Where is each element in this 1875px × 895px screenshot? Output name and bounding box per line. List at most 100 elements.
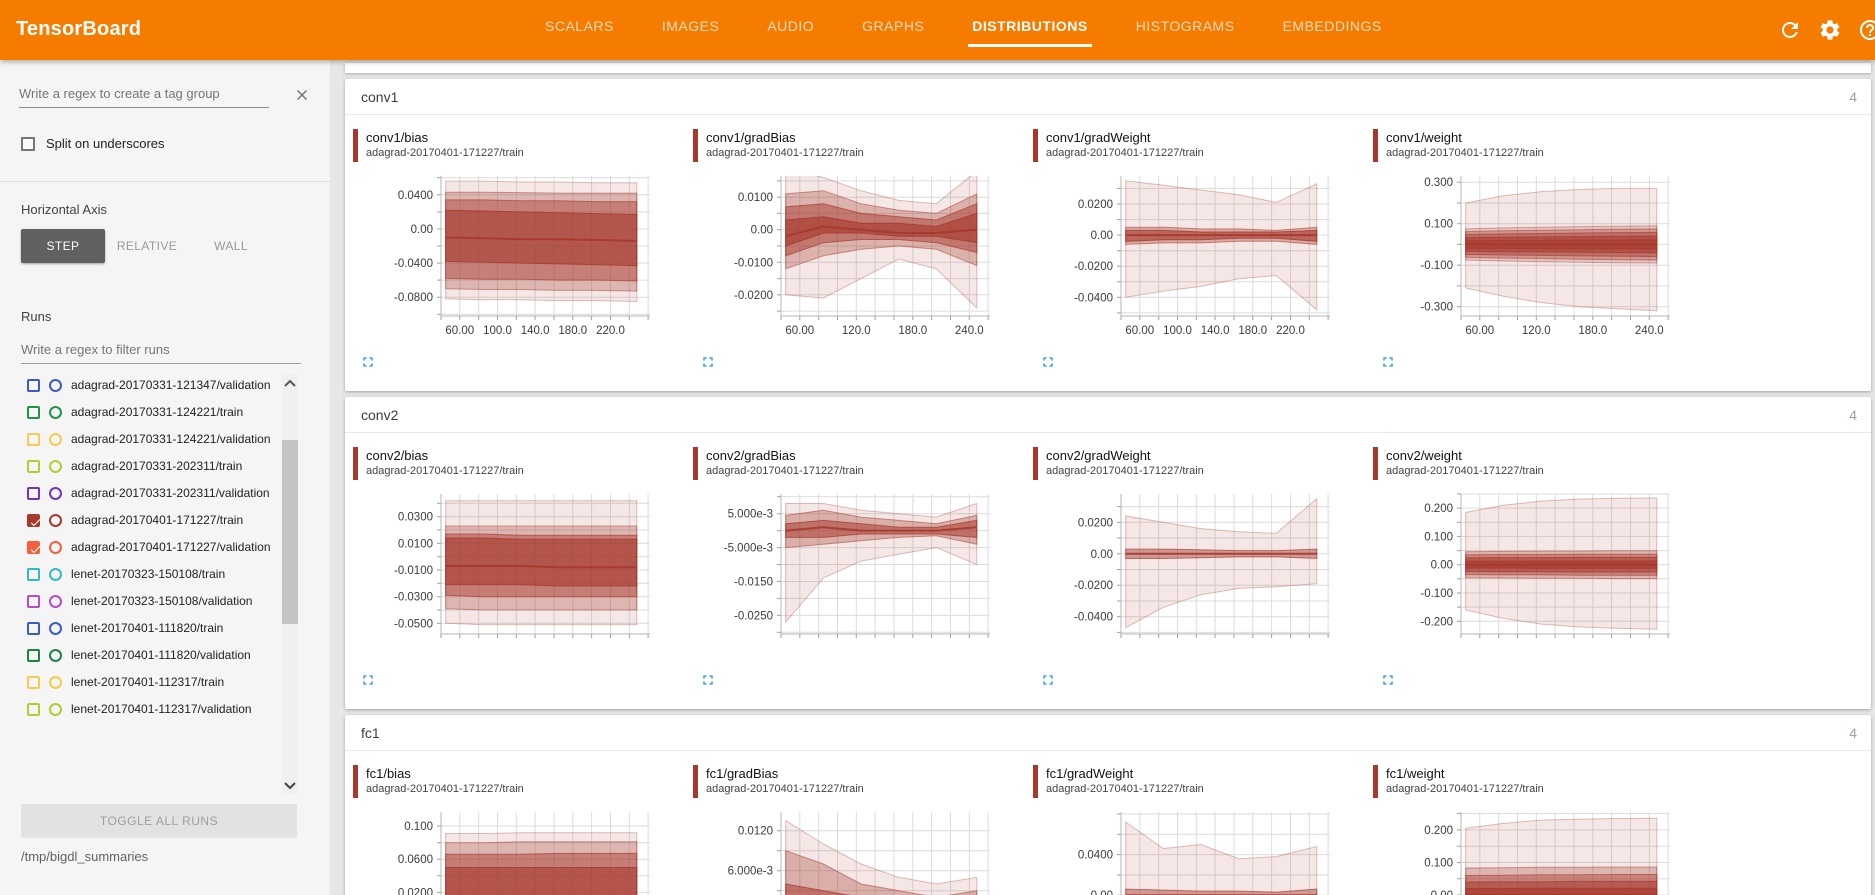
- tab-scalars[interactable]: SCALARS: [545, 18, 614, 34]
- axis-relative-button[interactable]: RELATIVE: [116, 239, 178, 253]
- run-checkbox[interactable]: [27, 541, 41, 554]
- settings-gear-icon[interactable]: [1818, 18, 1842, 42]
- tile-title: conv2/gradWeight: [1046, 448, 1151, 463]
- run-checkbox[interactable]: [27, 487, 40, 500]
- run-color-radio[interactable]: [49, 622, 62, 635]
- run-row: lenet-20170401-111820/train: [0, 615, 330, 642]
- run-row: lenet-20170401-112317/train: [0, 669, 330, 696]
- svg-text:0.0400: 0.0400: [398, 190, 433, 202]
- svg-text:240.0: 240.0: [955, 325, 984, 337]
- chart-tile: conv2/gradBias adagrad-20170401-171227/tr…: [693, 447, 1033, 693]
- distribution-chart[interactable]: 5.000e-3 -5.000e-3 -0.0150 -0.0250: [693, 484, 1023, 662]
- run-color-radio[interactable]: [49, 514, 62, 527]
- refresh-icon[interactable]: [1778, 18, 1802, 42]
- card-chart-count: 4: [1849, 406, 1857, 423]
- run-color-radio[interactable]: [49, 487, 62, 500]
- run-row: lenet-20170323-150108/train: [0, 561, 330, 588]
- run-checkbox[interactable]: [27, 676, 40, 689]
- tile-header: conv2/bias adagrad-20170401-171227/train: [353, 447, 693, 480]
- run-color-radio[interactable]: [49, 676, 62, 689]
- run-checkbox[interactable]: [27, 406, 40, 419]
- svg-text:0.00: 0.00: [1431, 560, 1453, 572]
- expand-fullscreen-icon[interactable]: [1380, 354, 1396, 370]
- toggle-all-runs-button[interactable]: TOGGLE ALL RUNS: [21, 804, 297, 838]
- expand-fullscreen-icon[interactable]: [360, 354, 376, 370]
- svg-text:-5.000e-3: -5.000e-3: [724, 543, 773, 555]
- expand-fullscreen-icon[interactable]: [700, 672, 716, 688]
- scrollbar-thumb[interactable]: [282, 440, 298, 624]
- run-color-radio[interactable]: [49, 460, 62, 473]
- distribution-chart[interactable]: 0.0100 0.00 -0.0100 -0.0200 60.00 120.0 180.0 2…: [693, 166, 1023, 344]
- card-header[interactable]: conv1 4: [345, 79, 1871, 115]
- run-checkbox[interactable]: [27, 379, 40, 392]
- svg-text:-0.0500: -0.0500: [394, 618, 433, 630]
- tile-title: conv2/gradBias: [706, 448, 796, 463]
- split-underscores-checkbox[interactable]: Split on underscores: [21, 136, 330, 151]
- svg-text:0.0400: 0.0400: [1078, 850, 1113, 862]
- expand-fullscreen-icon[interactable]: [1380, 672, 1396, 688]
- run-label: adagrad-20170331-202311/validation: [71, 486, 270, 500]
- tile-header: conv2/gradBias adagrad-20170401-171227/tr…: [693, 447, 1033, 480]
- tile-run-subtitle: adagrad-20170401-171227/train: [1046, 147, 1204, 159]
- expand-fullscreen-icon[interactable]: [1040, 672, 1056, 688]
- runs-list: adagrad-20170331-121347/validation adagra…: [0, 372, 330, 796]
- tab-graphs[interactable]: GRAPHS: [862, 18, 925, 34]
- run-color-radio[interactable]: [49, 406, 62, 419]
- scrollbar-up-icon[interactable]: [283, 377, 297, 391]
- run-filter-input[interactable]: [21, 338, 301, 364]
- run-color-radio[interactable]: [49, 649, 62, 662]
- tab-images[interactable]: IMAGES: [661, 18, 720, 34]
- svg-text:120.0: 120.0: [1522, 325, 1551, 337]
- app-header: TensorBoard SCALARS IMAGES AUDIO GRAPHS DIST…: [0, 0, 1875, 60]
- axis-wall-button[interactable]: WALL: [214, 239, 248, 253]
- run-checkbox[interactable]: [27, 433, 40, 446]
- help-icon[interactable]: [1858, 18, 1875, 42]
- tab-audio[interactable]: AUDIO: [767, 18, 815, 34]
- run-color-radio[interactable]: [49, 703, 62, 716]
- run-color-radio[interactable]: [49, 433, 62, 446]
- svg-text:0.00: 0.00: [411, 224, 433, 236]
- tile-header: conv2/gradWeight adagrad-20170401-171227/…: [1033, 447, 1373, 480]
- run-row: adagrad-20170331-121347/validation: [0, 372, 330, 399]
- run-label: lenet-20170401-112317/train: [71, 675, 225, 689]
- clear-icon[interactable]: [293, 86, 311, 104]
- run-checkbox[interactable]: [27, 460, 40, 473]
- expand-fullscreen-icon[interactable]: [700, 354, 716, 370]
- tab-embeddings[interactable]: EMBEDDINGS: [1282, 18, 1382, 34]
- card-header[interactable]: fc1 4: [345, 715, 1871, 751]
- run-checkbox[interactable]: [27, 595, 40, 608]
- header-toolbar: [1778, 18, 1875, 42]
- run-checkbox[interactable]: [27, 622, 40, 635]
- content-area: conv1 4 conv1/bias adagrad-20170401-171227/…: [330, 60, 1875, 895]
- checkbox-icon[interactable]: [21, 136, 35, 151]
- run-checkbox[interactable]: [27, 703, 40, 716]
- distribution-chart[interactable]: 0.0200 0.00 -0.0200 -0.0400 60.00 100.0 140.0 1…: [1033, 166, 1363, 344]
- run-color-radio[interactable]: [49, 379, 62, 392]
- distribution-chart[interactable]: 0.0300 0.0100 -0.0100 -0.0300 -0.0500: [353, 484, 683, 662]
- distribution-chart[interactable]: 0.200 0.100 0.00 -0.100 -0.200: [1373, 484, 1703, 662]
- axis-step-button[interactable]: STEP: [21, 229, 105, 263]
- tag-regex-input[interactable]: [19, 82, 269, 108]
- tile-run-subtitle: adagrad-20170401-171227/train: [366, 465, 524, 477]
- run-checkbox[interactable]: [27, 649, 40, 662]
- run-color-radio[interactable]: [49, 541, 62, 554]
- card-header[interactable]: conv2 4: [345, 397, 1871, 433]
- svg-text:0.0300: 0.0300: [398, 512, 433, 524]
- tile-header: fc1/gradBias adagrad-20170401-171227/trai…: [693, 765, 1033, 798]
- distribution-chart[interactable]: 0.0200 0.00 -0.0200 -0.0400: [1033, 484, 1363, 662]
- expand-fullscreen-icon[interactable]: [360, 672, 376, 688]
- run-checkbox[interactable]: [27, 568, 40, 581]
- tab-histograms[interactable]: HISTOGRAMS: [1135, 18, 1235, 34]
- run-color-radio[interactable]: [49, 568, 62, 581]
- tab-distributions[interactable]: DISTRIBUTIONS: [968, 18, 1093, 47]
- run-color-radio[interactable]: [49, 595, 62, 608]
- scrollbar-down-icon[interactable]: [283, 778, 297, 792]
- run-checkbox[interactable]: [27, 514, 41, 527]
- expand-fullscreen-icon[interactable]: [1040, 354, 1056, 370]
- distribution-chart[interactable]: 0.300 0.100 -0.100 -0.300 60.00 120.0 180.0 240…: [1373, 166, 1703, 344]
- distribution-chart[interactable]: 0.0400 0.00 -0.0400 -0.0800 60.00 100.0 140.0 1…: [353, 166, 683, 344]
